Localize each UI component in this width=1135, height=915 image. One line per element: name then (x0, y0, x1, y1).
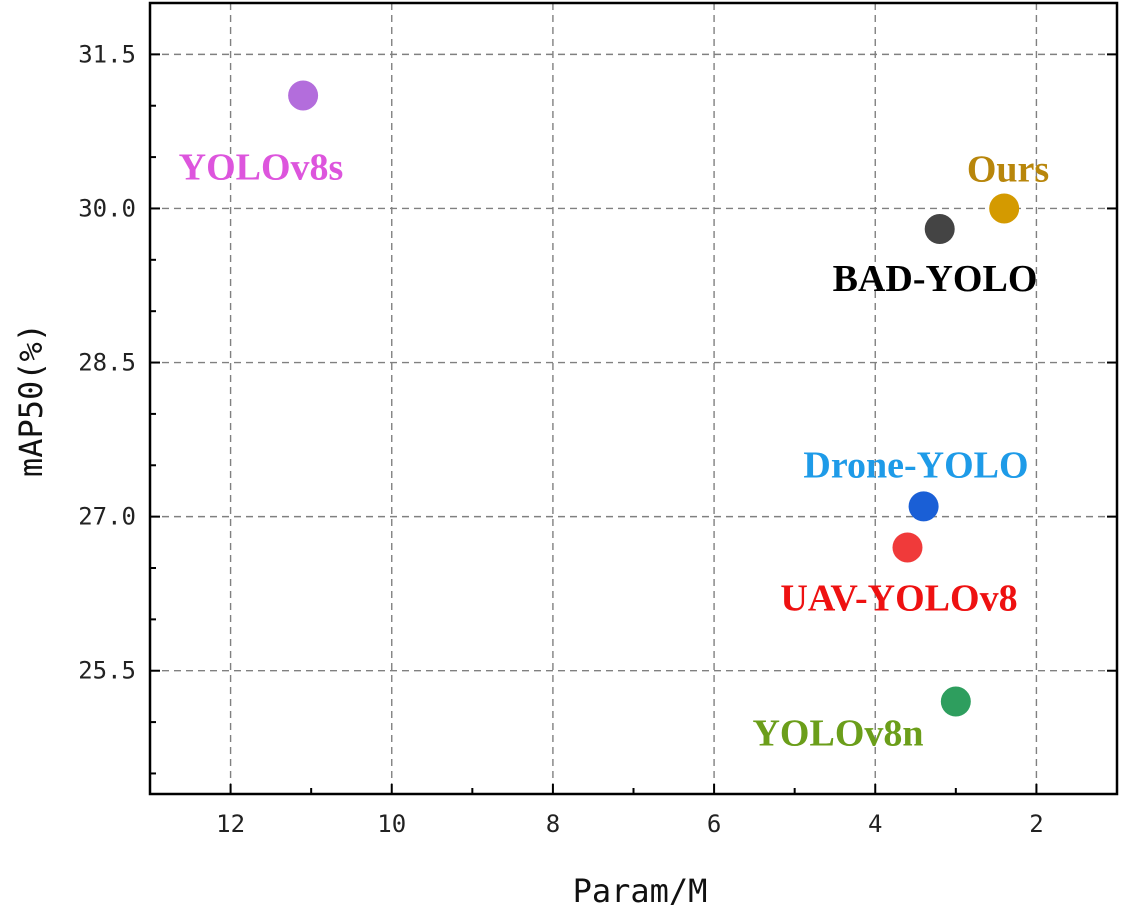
point-label-bad-yolo: BAD-YOLO (833, 258, 1038, 300)
y-tick-label: 30.0 (78, 194, 136, 222)
x-tick-label: 2 (1029, 810, 1043, 838)
point-labels: YOLOv8s Ours BAD-YOLO Drone-YOLO UAV-YOLOv8 Y… (179, 146, 1050, 754)
point-label-yolov8s: YOLOv8s (179, 146, 344, 188)
point-label-drone-yolo: Drone-YOLO (803, 444, 1028, 486)
point-label-uav-yolov8: UAV-YOLOv8 (780, 577, 1017, 619)
point-yolov8s (288, 80, 319, 111)
point-drone-yolo (908, 491, 939, 522)
x-tick-label: 6 (707, 810, 721, 838)
y-tick-label: 27.0 (78, 503, 136, 531)
x-axis-label: Param/M (573, 872, 708, 910)
x-tick-label: 12 (216, 810, 245, 838)
point-label-yolov8n: YOLOv8n (752, 713, 923, 755)
x-axis-ticks: 12 10 8 6 4 2 (216, 784, 1044, 838)
y-axis-label: mAP50(%) (12, 323, 50, 477)
x-tick-label: 8 (546, 810, 560, 838)
y-axis-ticks: 25.5 27.0 28.5 30.0 31.5 (78, 40, 1117, 685)
y-tick-label: 31.5 (78, 40, 136, 68)
point-bad-yolo (924, 214, 955, 244)
plot-frame (148, 1, 1119, 796)
x-tick-label: 10 (377, 810, 406, 838)
point-uav-yolov8 (892, 532, 923, 563)
point-ours (989, 193, 1020, 224)
x-tick-label: 4 (868, 810, 882, 838)
y-tick-label: 28.5 (78, 349, 136, 377)
y-tick-label: 25.5 (78, 657, 136, 685)
point-label-ours: Ours (967, 148, 1049, 190)
data-points (288, 80, 1020, 717)
grid (150, 3, 1117, 794)
point-yolov8n (940, 686, 971, 717)
